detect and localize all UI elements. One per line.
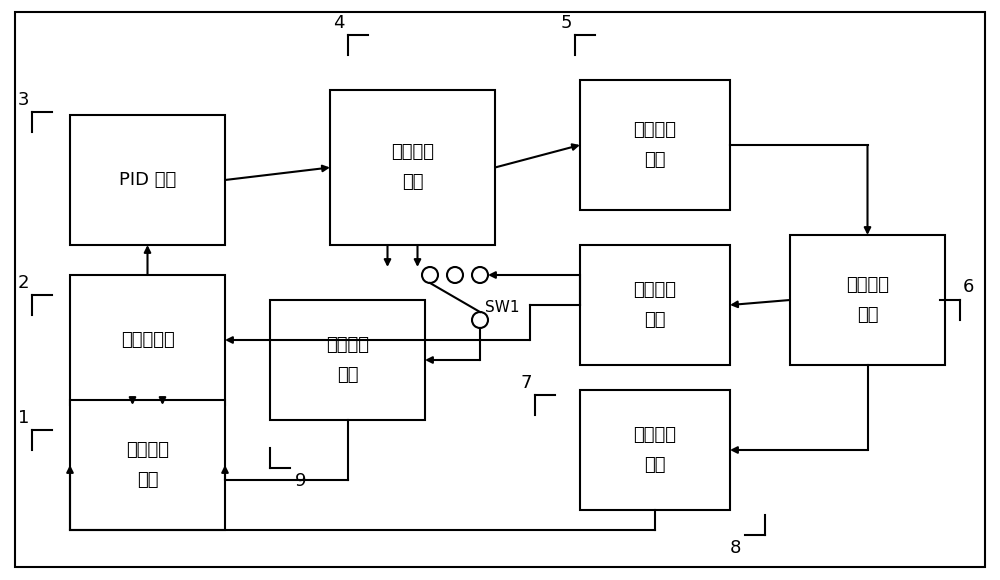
Text: 9: 9 (295, 472, 306, 490)
Bar (70, 275, 225, 405)
Text: 模块: 模块 (644, 456, 666, 474)
Text: 显示驱动: 显示驱动 (326, 336, 369, 354)
Text: 3: 3 (18, 91, 29, 109)
Text: 模块: 模块 (857, 306, 878, 324)
Text: 模块: 模块 (337, 366, 358, 384)
Bar (270, 300, 425, 420)
Text: 5: 5 (560, 14, 572, 32)
Bar (580, 80, 730, 210)
Text: 模块: 模块 (644, 311, 666, 329)
Text: 第一反馈: 第一反馈 (634, 281, 676, 299)
Text: 7: 7 (520, 374, 532, 392)
Text: 1: 1 (18, 409, 29, 427)
Text: 4: 4 (334, 14, 345, 32)
Text: 6: 6 (963, 278, 974, 296)
Text: 减法器模块: 减法器模块 (121, 331, 174, 349)
Bar (70, 400, 225, 530)
Text: 模块: 模块 (644, 151, 666, 169)
Text: 第二反馈: 第二反馈 (634, 426, 676, 444)
Text: 2: 2 (18, 274, 29, 292)
Text: 模块: 模块 (402, 173, 423, 191)
Bar (580, 390, 730, 510)
Text: SW1: SW1 (485, 300, 520, 315)
Text: 8: 8 (730, 539, 741, 557)
Text: 电流设置: 电流设置 (126, 441, 169, 459)
Bar (580, 245, 730, 365)
Text: 功率输出: 功率输出 (846, 276, 889, 294)
Text: 输出控制: 输出控制 (634, 121, 676, 139)
Bar (330, 90, 495, 245)
Bar (790, 235, 945, 365)
Bar (70, 115, 225, 245)
Text: 限流设置: 限流设置 (391, 143, 434, 161)
Text: PID 模块: PID 模块 (119, 171, 176, 189)
Text: 模块: 模块 (137, 471, 158, 489)
